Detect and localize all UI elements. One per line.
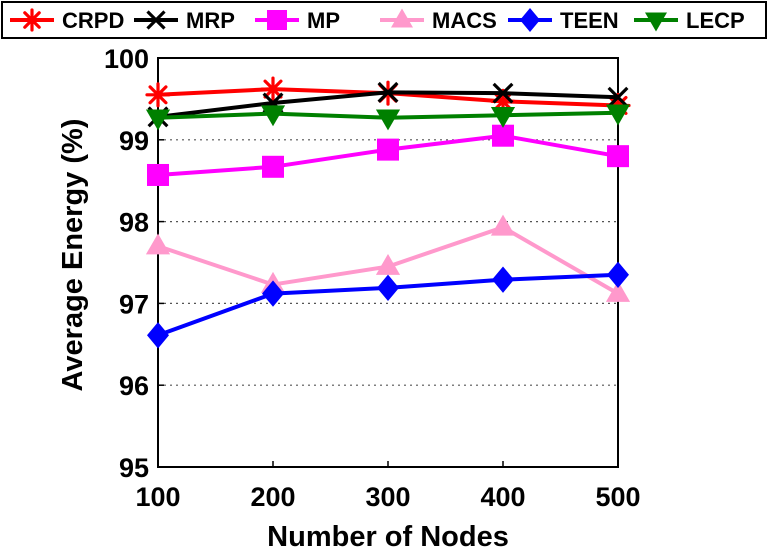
legend-item-mp: MP [255, 8, 340, 33]
legend-item-teen: TEEN [508, 8, 619, 33]
series-teen [147, 261, 629, 349]
data-point-macs-400 [490, 214, 516, 236]
data-point-mrp-300 [377, 81, 399, 103]
legend-label: LECP [686, 8, 745, 33]
legend-label: TEEN [560, 8, 619, 33]
y-tick-label: 97 [119, 289, 149, 319]
data-point-macs-100 [145, 233, 171, 255]
tick-labels: 100 200 300 400 500 95 96 97 98 99 100 [104, 44, 641, 512]
y-tick-label: 98 [119, 208, 149, 238]
legend-marker-macs [391, 8, 413, 28]
x-tick-label: 200 [250, 482, 295, 512]
legend-item-lecp: LECP [634, 8, 745, 33]
x-tick-label: 400 [480, 482, 525, 512]
data-point-lecp-200 [260, 105, 286, 127]
data-point-crpd-100 [145, 82, 171, 108]
x-tick-label: 100 [135, 482, 180, 512]
legend-label: MRP [186, 8, 235, 33]
x-tick-label: 300 [365, 482, 410, 512]
legend-marker-crpd [20, 8, 44, 32]
legend-marker-lecp [645, 12, 667, 32]
data-point-teen-200 [262, 280, 284, 307]
legend-item-mrp: MRP [134, 8, 235, 33]
data-point-teen-500 [607, 261, 629, 288]
y-axis-label: Average Energy (%) [57, 119, 89, 392]
legend-marker-mrp [146, 10, 166, 30]
data-point-mp-500 [607, 145, 629, 168]
data-point-mp-300 [377, 138, 399, 161]
data-point-teen-400 [492, 266, 514, 293]
data-point-lecp-300 [375, 109, 401, 131]
data-point-macs-500 [605, 280, 631, 302]
data-point-mp-100 [147, 163, 169, 186]
series-lecp [145, 104, 631, 131]
data-point-macs-300 [375, 253, 401, 275]
data-point-lecp-500 [605, 104, 631, 126]
data-point-teen-100 [147, 322, 169, 349]
data-point-mrp-500 [607, 86, 629, 108]
y-tick-label: 96 [119, 371, 149, 401]
legend: CRPD MRP MP MACS TEEN LECP [1, 1, 767, 39]
legend-item-macs: MACS [380, 8, 497, 33]
legend-marker-mp [267, 10, 287, 30]
legend-label: MP [307, 8, 340, 33]
y-tick-label: 100 [104, 44, 149, 74]
data-point-crpd-200 [260, 76, 286, 102]
data-point-lecp-100 [145, 109, 171, 131]
x-axis-label: Number of Nodes [267, 521, 509, 552]
legend-item-crpd: CRPD [10, 8, 124, 33]
legend-label: MACS [432, 8, 497, 33]
y-tick-label: 95 [119, 453, 149, 483]
data-point-teen-300 [377, 274, 399, 302]
series-group [145, 76, 631, 349]
data-point-mp-200 [262, 155, 284, 178]
data-point-lecp-400 [490, 107, 516, 128]
legend-label: CRPD [62, 8, 124, 33]
legend-marker-teen [520, 8, 540, 32]
y-tick-label: 99 [119, 126, 149, 156]
data-point-mp-400 [492, 124, 514, 147]
x-tick-label: 500 [595, 482, 640, 512]
series-mp [147, 124, 629, 186]
data-point-mrp-400 [492, 82, 514, 104]
